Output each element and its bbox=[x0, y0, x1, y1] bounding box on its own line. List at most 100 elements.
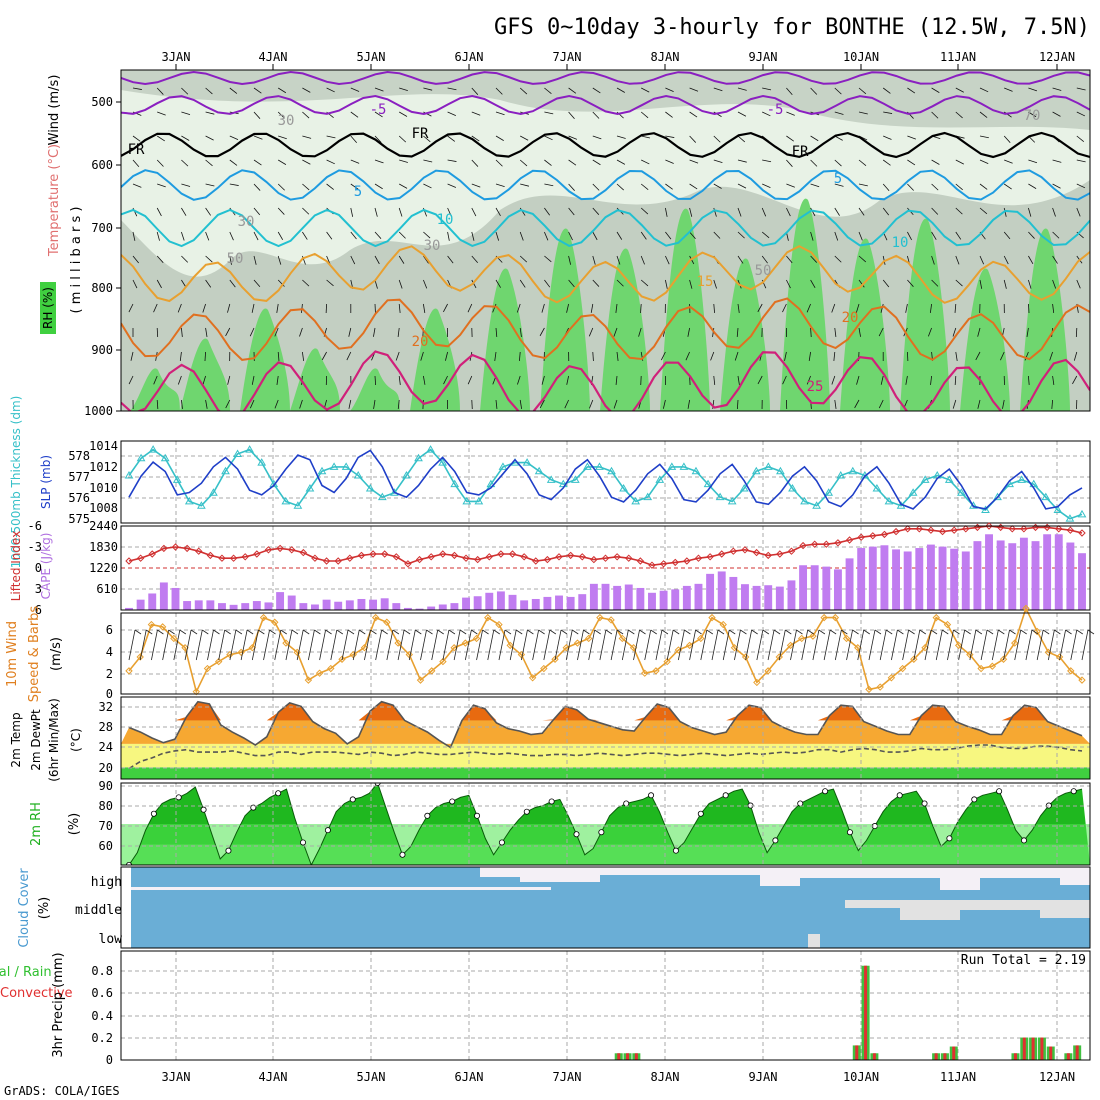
rh-tick: 70 bbox=[99, 819, 113, 833]
wind-barb bbox=[878, 327, 884, 337]
wind-speed-series-point bbox=[753, 678, 761, 687]
wind-barb bbox=[487, 629, 495, 661]
wind-barb bbox=[181, 399, 183, 409]
wind-barb bbox=[931, 207, 939, 215]
cape-bar bbox=[148, 593, 157, 610]
top-date-label: 4JAN bbox=[259, 50, 288, 64]
lifted-index-series-point bbox=[625, 554, 633, 562]
lifted-index-series-point bbox=[125, 557, 133, 565]
lifted-index-series-point bbox=[822, 540, 831, 548]
lifted-index-series-point bbox=[915, 525, 924, 533]
wind-barb bbox=[930, 375, 932, 385]
wind-barb bbox=[761, 255, 768, 264]
wind-barb bbox=[1028, 303, 1030, 314]
panel-frame bbox=[120, 866, 1091, 949]
thickness-series-point bbox=[751, 466, 761, 475]
rh-band-upper bbox=[121, 70, 1090, 130]
wind-barb bbox=[471, 207, 477, 217]
precip-panel: 0.8 0.6 0.4 0.2 0 bbox=[91, 950, 1091, 1067]
wind-barb bbox=[1003, 231, 1011, 240]
wind-barb bbox=[568, 255, 572, 265]
wind-barb bbox=[665, 183, 673, 190]
thickness-series-point bbox=[281, 496, 291, 505]
cape-bar bbox=[473, 596, 482, 610]
wind-speed-series-point bbox=[1033, 627, 1041, 636]
wind-speed-series-point bbox=[842, 634, 851, 643]
rh-point bbox=[896, 792, 903, 799]
thickness-series-point bbox=[534, 466, 544, 475]
wind-barb bbox=[423, 375, 426, 385]
wind-barb bbox=[423, 135, 431, 143]
wind-axis-labels: 10m Wind Speed & Barbs (m/s) bbox=[5, 606, 64, 703]
wind-barb bbox=[205, 207, 211, 216]
cape-bar bbox=[985, 534, 993, 610]
lifted-index-series-point bbox=[136, 554, 145, 562]
cape-bar bbox=[741, 584, 749, 610]
wind-barb bbox=[756, 629, 764, 661]
wind-barb-tick bbox=[1031, 629, 1039, 635]
bottom-date-label: 12JAN bbox=[1039, 1070, 1075, 1084]
wind-barb bbox=[834, 207, 840, 216]
wind-barb-tick bbox=[919, 629, 927, 635]
wind-barb-tick bbox=[527, 629, 534, 635]
lifted-index-series-point bbox=[752, 548, 761, 557]
cape-bar bbox=[903, 551, 912, 610]
cloud-high-gap bbox=[131, 887, 551, 890]
wind-barb-tick bbox=[650, 629, 657, 635]
wind-barb bbox=[1028, 375, 1030, 386]
contour-label: 30 bbox=[238, 214, 255, 230]
cape-bar bbox=[787, 580, 796, 610]
cape-bar bbox=[496, 591, 505, 610]
wind-barb bbox=[399, 159, 408, 163]
wind-speed-series-point bbox=[371, 613, 380, 622]
wind-barb bbox=[831, 375, 836, 385]
wind-barb bbox=[1025, 629, 1033, 661]
lifted-index-series-point bbox=[962, 525, 970, 533]
wind-barb bbox=[296, 629, 304, 661]
rh-point bbox=[672, 847, 679, 854]
precip-convective-bar bbox=[872, 1053, 876, 1060]
wind-speed-series-point bbox=[898, 664, 907, 673]
thickness-series-point bbox=[956, 488, 966, 496]
cloud-level-label: low bbox=[99, 932, 123, 947]
wind-barb bbox=[786, 279, 791, 289]
wind-barb bbox=[687, 399, 690, 409]
wind-barb bbox=[924, 629, 932, 661]
wind-barb bbox=[1052, 231, 1060, 239]
lifted-index-series-point bbox=[357, 551, 366, 560]
rh-point bbox=[200, 806, 207, 813]
upper-air-field: -5 -5 FR FR FR 5 5 10 10 15 20 20 25 30 30 30 50 50 70 bbox=[121, 70, 1090, 411]
contour-label: 20 bbox=[842, 310, 859, 326]
wind-speed-series-point bbox=[506, 641, 514, 650]
wind-barb-tick bbox=[863, 629, 870, 635]
wind-barb bbox=[205, 399, 208, 409]
rh-plume bbox=[780, 198, 830, 411]
precip-tick: 0.8 bbox=[91, 964, 113, 978]
lifted-index-series-point bbox=[659, 560, 668, 568]
lifted-index-series-point bbox=[392, 553, 401, 561]
wind-barb bbox=[568, 279, 575, 288]
cape-bar bbox=[706, 573, 715, 610]
rh-fill bbox=[121, 783, 1090, 865]
wind-barb bbox=[544, 279, 551, 288]
wind-barb bbox=[181, 87, 189, 95]
wind-barb bbox=[834, 159, 842, 167]
wind-barb-tick bbox=[359, 629, 366, 635]
lifted-index-series-point bbox=[845, 536, 854, 544]
wind-barb bbox=[734, 629, 741, 661]
wind-barb bbox=[621, 629, 629, 661]
wind-barb bbox=[263, 629, 270, 661]
wind-barb bbox=[521, 629, 528, 661]
wind-barb bbox=[544, 87, 552, 94]
wind-barb bbox=[808, 351, 811, 361]
wind-barb bbox=[397, 327, 400, 337]
wind-barb bbox=[341, 629, 349, 661]
wind-barb bbox=[326, 135, 336, 139]
wind-barb bbox=[834, 87, 842, 95]
wind-barb bbox=[745, 629, 753, 661]
wind-barb bbox=[958, 629, 966, 661]
wind-barb bbox=[156, 87, 164, 95]
thickness-series-point bbox=[293, 501, 303, 509]
wind-barb bbox=[928, 327, 932, 337]
precip-convective-bar bbox=[864, 965, 868, 1060]
